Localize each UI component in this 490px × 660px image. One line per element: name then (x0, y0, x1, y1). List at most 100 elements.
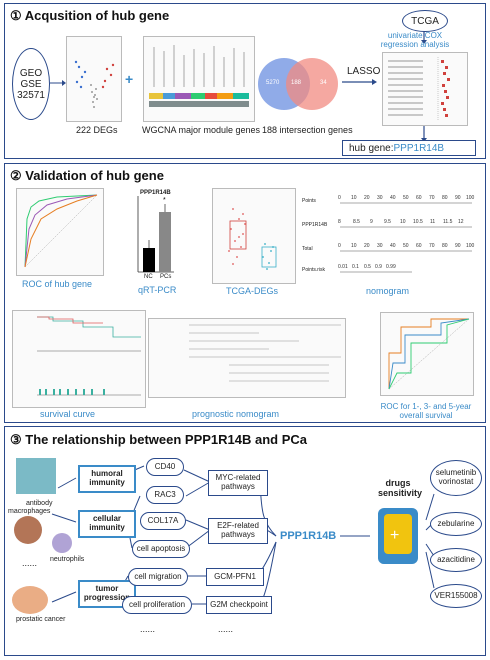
process-proliferation: cell proliferation (122, 596, 192, 614)
lasso-label: LASSO (347, 66, 381, 77)
cellular-box: cellular immunity (78, 510, 136, 538)
volcano-plot (66, 36, 122, 122)
panel1-title: ① Acqusition of hub gene (10, 8, 170, 23)
dots-left: ...... (22, 558, 38, 568)
svg-text:70: 70 (429, 195, 435, 201)
forest-svg (388, 57, 450, 121)
macrophages-label: macrophages (8, 508, 51, 515)
gene-col17a: COL17A (140, 512, 186, 530)
drug-azacitidine: azacitidine (430, 548, 482, 572)
intersection-label: 188 intersection genes (262, 125, 353, 135)
svg-text:10: 10 (351, 243, 357, 249)
venn-mid-count: 188 (291, 80, 302, 86)
svg-text:80: 80 (442, 243, 448, 249)
roc-svg (24, 194, 98, 268)
pathway-gcm-pfn1: GCM-PFN1 (206, 568, 264, 586)
nomo-row-risk: Points.risk (302, 267, 326, 273)
svg-text:11: 11 (430, 219, 435, 225)
hub-gene-prefix: hub gene: (349, 142, 394, 154)
qpcr-gene-label: PPP1R14B (140, 190, 171, 196)
svg-text:0.1: 0.1 (352, 264, 359, 270)
svg-text:100: 100 (466, 195, 475, 201)
svg-text:*: * (163, 197, 166, 204)
survival-plot (12, 310, 146, 408)
roc-survival-plot (380, 312, 474, 396)
prog-nomo-svg (189, 324, 341, 382)
svg-text:90: 90 (455, 243, 461, 249)
boxplot-svg (228, 208, 277, 270)
nomo-row-gene: PPP1R14B (302, 222, 328, 228)
prostatic-label: prostatic cancer (16, 616, 66, 623)
svg-text:90: 90 (455, 195, 461, 201)
wgcna-dendrogram (143, 36, 255, 122)
cox-label: univariate COX regression analysis (380, 31, 450, 49)
bar-nc-label: NC (144, 274, 153, 280)
nomo-row-total: Total (302, 246, 313, 252)
svg-text:0: 0 (338, 195, 341, 201)
svg-text:0.99: 0.99 (386, 264, 396, 270)
svg-text:0.5: 0.5 (364, 264, 371, 270)
svg-text:40: 40 (390, 195, 396, 201)
svg-text:+: + (390, 527, 399, 544)
svg-text:8.5: 8.5 (353, 219, 360, 225)
svg-text:50: 50 (403, 195, 409, 201)
center-gene: PPP1R14B (280, 530, 337, 542)
survival-label: survival curve (40, 409, 96, 419)
volcano-svg (74, 60, 115, 108)
gene-cd40: CD40 (146, 458, 184, 476)
panel2-title: ② Validation of hub gene (10, 168, 164, 183)
svg-text:80: 80 (442, 195, 448, 201)
geo-oval: GEO GSE 32571 (12, 48, 50, 120)
svg-text:0: 0 (338, 243, 341, 249)
svg-text:60: 60 (416, 243, 422, 249)
svg-text:50: 50 (403, 243, 409, 249)
dots-genes: ...... (140, 624, 156, 634)
svg-text:10.5: 10.5 (413, 219, 423, 225)
pathway-g2m: G2M checkpoint (206, 596, 272, 614)
survival-svg (37, 316, 141, 396)
svg-text:20: 20 (364, 195, 370, 201)
svg-text:12: 12 (458, 219, 464, 225)
roc-hub-label: ROC of hub gene (22, 279, 93, 289)
tcga-degs-label: TCGA-DEGs (226, 286, 279, 296)
drug-ver155008: VER155008 (430, 584, 482, 608)
dots-pathways: ...... (218, 624, 234, 634)
svg-text:11.5: 11.5 (443, 219, 453, 225)
drug-selumetinib-vorinostat: selumetinib vorinostat (430, 460, 482, 496)
venn-right-count: 34 (320, 80, 327, 86)
svg-text:70: 70 (429, 243, 435, 249)
dendrogram-svg (149, 45, 249, 107)
roc-surv-svg (388, 318, 470, 390)
bar-pcs-label: PCs (160, 274, 172, 280)
process-migration: cell migration (128, 568, 188, 586)
svg-text:10: 10 (400, 219, 406, 225)
drugs-sensitivity-label: drugs sensitivity (378, 478, 423, 498)
venn-left-count: 5270 (266, 80, 280, 86)
qrt-label: qRT-PCR (138, 285, 177, 295)
svg-text:0.9: 0.9 (375, 264, 382, 270)
svg-text:60: 60 (416, 195, 422, 201)
antibody-label: antibody (26, 500, 53, 507)
svg-text:0.01: 0.01 (338, 264, 348, 270)
hub-gene-name: PPP1R14B (393, 142, 445, 154)
panel3-title: ③ The relationship between PPP1R14B and … (10, 432, 308, 447)
svg-text:20: 20 (364, 243, 370, 249)
nomogram-label: nomogram (366, 286, 410, 296)
gene-rac3: RAC3 (146, 486, 184, 504)
tcga-oval: TCGA (402, 10, 448, 32)
panel1-graphics (50, 30, 427, 142)
humoral-box: humoral immunity (78, 465, 136, 493)
svg-text:40: 40 (390, 243, 396, 249)
prog-nomo-label: prognostic nomogram (192, 409, 280, 419)
deg-count: 222 DEGs (76, 125, 118, 135)
neutrophils-label: neutrophils (50, 556, 85, 563)
process-apoptosis: cell apoptosis (132, 540, 190, 558)
roc-hub-plot (16, 188, 104, 276)
svg-text:30: 30 (377, 195, 383, 201)
svg-text:10: 10 (351, 195, 357, 201)
tcga-boxplot (212, 188, 296, 284)
